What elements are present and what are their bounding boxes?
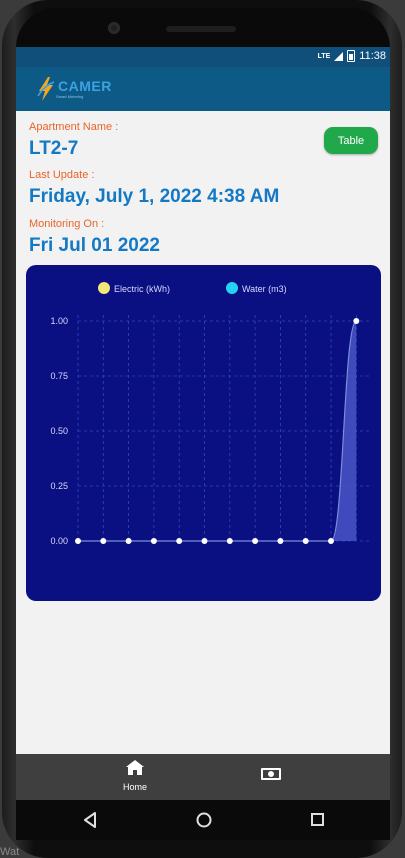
network-type: LTE [317,52,331,60]
battery-icon [347,50,356,62]
consumption-chart: Electric (kWh) Water (m3) 1.00 0.75 0.50 0.25… [26,265,381,601]
legend-label: Electric (kWh) [114,284,170,294]
logo-text: CAMER [58,78,112,94]
nav-home-label: Home [122,782,147,792]
apartment-value: LT2-7 [29,138,79,159]
data-point [125,538,132,544]
app-screen: LTE 11:38 CAMER Smart Metering Apartment… [16,47,390,800]
system-nav-bar [16,800,390,840]
data-point [277,538,284,544]
signal-icon [334,51,344,61]
last-update-value: Friday, July 1, 2022 4:38 AM [29,186,280,207]
status-time: 11:38 [359,50,386,62]
lightning-bolt-icon [37,77,55,101]
y-tick-label: 0.00 [50,536,68,546]
monitoring-label: Monitoring On : [29,218,105,230]
y-tick-label: 0.50 [50,426,68,436]
nav-home-button[interactable]: Home [110,760,160,796]
chart-canvas: Electric (kWh) Water (m3) 1.00 0.75 0.50 0.25… [50,282,371,546]
back-icon[interactable] [83,812,97,828]
y-tick-label: 0.25 [50,481,68,491]
data-point [201,538,208,544]
circle-icon[interactable] [196,812,212,828]
apartment-label: Apartment Name : [29,121,119,133]
monitoring-value: Fri Jul 01 2022 [29,235,160,256]
data-point [75,538,81,544]
data-point [150,538,157,544]
legend-marker [98,282,110,294]
home-icon [126,760,144,775]
last-update-label: Last Update : [29,169,95,181]
camera-icon [108,22,120,34]
status-bar: LTE 11:38 [16,47,390,67]
data-point [328,538,334,544]
legend-marker [226,282,238,294]
data-point [176,538,183,544]
data-point [252,538,259,544]
square-icon[interactable] [311,813,324,826]
data-point [226,538,233,544]
y-tick-label: 0.75 [50,371,68,381]
status-icons: LTE 11:38 [318,50,386,62]
data-point [302,538,309,544]
speaker-grille [166,26,236,32]
bottom-nav: Home [16,754,390,800]
y-tick-label: 1.00 [50,316,68,326]
app-bar: CAMER Smart Metering [16,67,390,111]
app-logo: CAMER Smart Metering [36,76,112,102]
data-point [353,318,360,324]
legend-label: Water (m3) [242,284,287,294]
data-point [100,538,107,544]
money-icon[interactable] [260,767,282,781]
logo-subtext: Smart Metering [56,94,84,99]
background-edge-text: Wat [0,846,20,858]
table-button[interactable]: Table [324,127,378,154]
